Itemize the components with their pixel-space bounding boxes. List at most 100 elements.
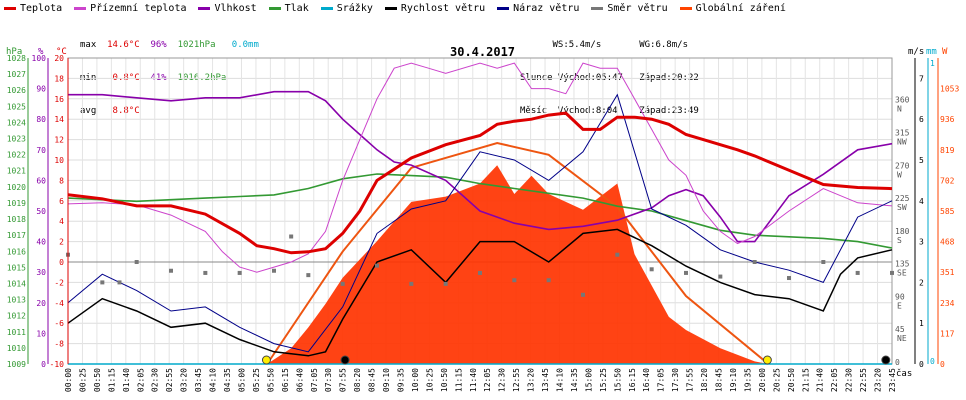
x-tick-label: 13:20 bbox=[527, 368, 536, 392]
marker-moonset bbox=[881, 355, 891, 365]
x-tick-label: 06:40 bbox=[295, 368, 304, 392]
x-tick-label: 10:00 bbox=[411, 368, 420, 392]
axis-direction-tick: 315 bbox=[895, 129, 910, 138]
legend-swatch bbox=[591, 6, 604, 10]
legend-label: Tlak bbox=[284, 3, 309, 14]
x-tick-label: 15:50 bbox=[613, 368, 622, 392]
marker-sunset bbox=[762, 355, 772, 365]
x-tick-label: 13:45 bbox=[541, 368, 550, 392]
axis-percent-tick: 80 bbox=[36, 115, 46, 124]
x-tick-label: 20:25 bbox=[772, 368, 781, 392]
axis-celsius-tick: 2 bbox=[59, 238, 64, 247]
wind-direction-point bbox=[203, 270, 208, 275]
axis-celsius-tick: 16 bbox=[54, 95, 64, 104]
axis-ms-tick: 4 bbox=[919, 197, 924, 206]
axis-label-ms: m/s bbox=[908, 47, 924, 57]
stats-max-hum: 96% bbox=[150, 40, 167, 50]
wind-direction-point bbox=[169, 268, 173, 273]
axis-hpa-tick: 1022 bbox=[7, 151, 26, 160]
legend-label: Srážky bbox=[336, 3, 373, 14]
legend-swatch bbox=[198, 6, 211, 10]
axis-direction-tick: 90 bbox=[895, 292, 905, 301]
legend-label: Teplota bbox=[20, 3, 63, 14]
axis-hpa-tick: 1014 bbox=[7, 279, 26, 288]
x-tick-label: 16:15 bbox=[628, 368, 637, 392]
axis-celsius-tick: -8 bbox=[54, 340, 64, 349]
axis-hpa-tick: 1019 bbox=[7, 199, 26, 208]
series-humidity bbox=[68, 90, 893, 243]
x-tick-label: 17:05 bbox=[657, 368, 666, 392]
stats-max-label: max bbox=[80, 40, 97, 50]
x-tick-label: 23:45 bbox=[888, 368, 897, 392]
x-tick-label: 01:40 bbox=[122, 368, 131, 392]
axis-hpa-tick: 1025 bbox=[7, 102, 26, 111]
x-tick-label: 21:15 bbox=[801, 368, 810, 392]
axis-hpa-tick: 1009 bbox=[7, 360, 26, 369]
series-radiation-area bbox=[267, 165, 769, 364]
wind-direction-point bbox=[478, 270, 482, 275]
axis-mm-tick: 0 bbox=[930, 357, 935, 366]
wind-direction-point bbox=[340, 281, 345, 286]
axis-hpa-tick: 1021 bbox=[7, 167, 26, 176]
axis-ms-tick: 3 bbox=[919, 238, 924, 247]
axis-hpa-tick: 1017 bbox=[7, 231, 26, 240]
x-tick-label: 20:50 bbox=[787, 368, 796, 392]
x-tick-label: 22:05 bbox=[830, 368, 839, 392]
x-tick-label: 04:35 bbox=[223, 368, 232, 392]
x-tick-label: 00:50 bbox=[93, 368, 102, 392]
x-tick-label: 09:35 bbox=[396, 368, 405, 392]
x-tick-label: 07:55 bbox=[339, 368, 348, 392]
x-tick-label: 08:45 bbox=[368, 368, 377, 392]
axis-hpa-tick: 1011 bbox=[7, 328, 26, 337]
x-tick-label: 05:00 bbox=[237, 368, 246, 392]
legend-label: Směr větru bbox=[607, 3, 668, 14]
wind-direction-point bbox=[855, 270, 860, 275]
axis-hpa-tick: 1015 bbox=[7, 263, 26, 272]
wind-stats-row: WS:5.4m/s WG:6.8m/s bbox=[520, 40, 699, 51]
x-tick-label: 05:50 bbox=[266, 368, 275, 392]
wind-direction-point bbox=[306, 273, 311, 278]
axis-celsius-tick: 8 bbox=[59, 176, 64, 185]
legend-label: Globální záření bbox=[695, 3, 786, 14]
series-pressure bbox=[67, 173, 893, 249]
wind-direction-point bbox=[272, 268, 276, 273]
legend-swatch bbox=[497, 6, 510, 10]
x-tick-label: 11:15 bbox=[454, 368, 463, 392]
axis-wm2-tick: 702 bbox=[940, 176, 955, 185]
axis-hpa-tick: 1012 bbox=[7, 312, 26, 321]
wind-direction-point bbox=[890, 270, 894, 275]
x-tick-label: 19:35 bbox=[743, 368, 752, 392]
axis-direction-label: NE bbox=[897, 334, 907, 343]
x-tick-label: 03:20 bbox=[180, 368, 189, 392]
axis-celsius-tick: 6 bbox=[59, 197, 64, 206]
x-axis-label: čas bbox=[896, 368, 912, 379]
legend-swatch bbox=[268, 6, 281, 10]
legend-item: Teplota bbox=[4, 3, 62, 14]
axis-hpa-tick: 1020 bbox=[7, 183, 26, 192]
x-tick-label: 14:35 bbox=[570, 368, 579, 392]
x-tick-label: 12:05 bbox=[483, 368, 492, 392]
axis-celsius-tick: 4 bbox=[59, 217, 64, 226]
axis-percent-tick: 70 bbox=[36, 146, 46, 155]
axis-direction-tick: 180 bbox=[895, 227, 910, 236]
stats-max-row: max 14.6°C 96% 1021hPa 0.0mm bbox=[80, 40, 259, 51]
axis-wm2-tick: 468 bbox=[940, 238, 955, 247]
axis-direction-label: W bbox=[897, 170, 902, 179]
axis-wm2-tick: 936 bbox=[940, 115, 955, 124]
legend-item: Rychlost větru bbox=[384, 3, 485, 14]
legend-swatch bbox=[384, 6, 397, 10]
x-tick-label: 00:00 bbox=[64, 368, 73, 392]
x-tick-label: 11:40 bbox=[469, 368, 478, 392]
axis-direction-label: N bbox=[897, 105, 902, 114]
legend-item: Přízemní teplota bbox=[74, 3, 186, 14]
chart-title: 30.4.2017 bbox=[450, 45, 515, 59]
axis-label-percent: % bbox=[38, 47, 44, 57]
axis-celsius-tick: 20 bbox=[54, 54, 64, 63]
axis-celsius-tick: -4 bbox=[54, 299, 64, 308]
x-tick-label: 02:55 bbox=[165, 368, 174, 392]
axis-celsius-tick: -2 bbox=[54, 278, 64, 287]
x-tick-label: 00:25 bbox=[78, 368, 87, 392]
wind-ws: WS:5.4m/s bbox=[552, 40, 602, 50]
axis-hpa-tick: 1016 bbox=[7, 247, 26, 256]
axis-celsius-tick: 14 bbox=[54, 115, 64, 124]
